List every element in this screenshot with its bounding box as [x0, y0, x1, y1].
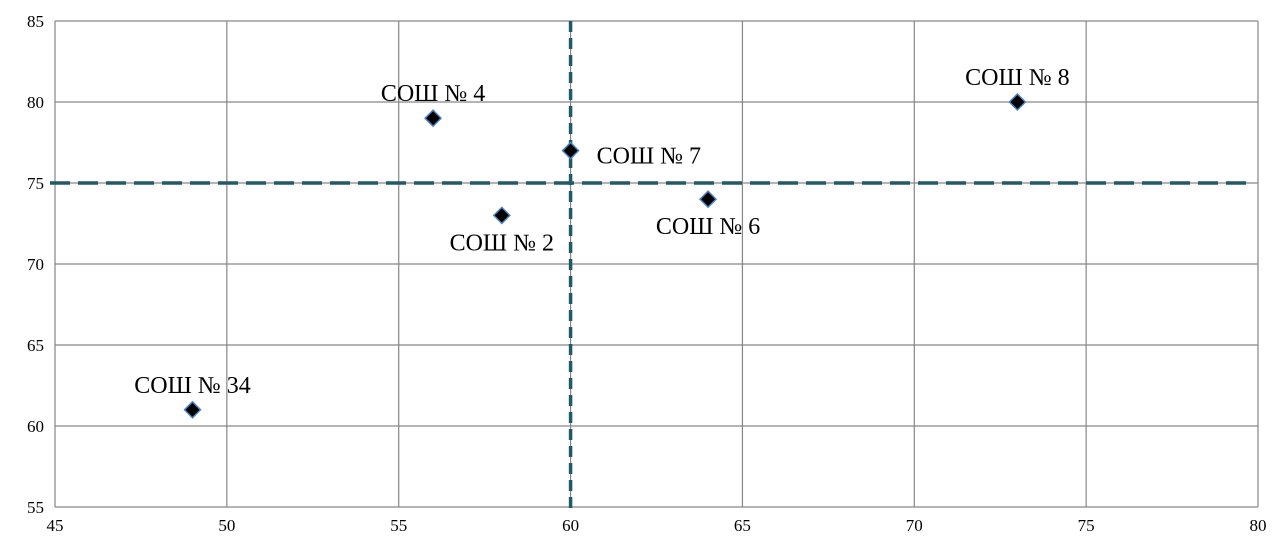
x-tick-label: 65	[734, 516, 751, 535]
data-point-label: СОШ № 4	[381, 81, 485, 107]
data-point-label: СОШ № 7	[597, 144, 701, 170]
data-point-marker	[424, 109, 443, 128]
data-point-label: СОШ № 34	[134, 373, 250, 399]
grid	[54, 20, 1259, 508]
point-labels: СОШ № 4 СОШ № 8 СОШ № 7 СОШ № 2 СОШ № 6 СОШ №…	[134, 65, 1069, 399]
x-tick-label: 50	[218, 516, 235, 535]
y-tick-label: 85	[27, 12, 44, 31]
data-point-marker	[698, 190, 718, 209]
data-point-marker	[183, 400, 202, 419]
y-tick-label: 55	[27, 498, 44, 517]
x-tick-label: 70	[906, 516, 923, 535]
y-tick-label: 60	[27, 417, 44, 436]
data-point-label: СОШ № 8	[965, 65, 1069, 91]
x-tick-label: 60	[562, 516, 579, 535]
axis-ticks: 45 50 55 60 65 70 75 80 55 60 65 70 75 80 85	[27, 12, 1267, 535]
y-tick-label: 70	[27, 255, 44, 274]
data-point-marker	[1008, 92, 1027, 112]
reference-lines	[50, 21, 1248, 510]
x-tick-label: 55	[390, 516, 407, 535]
x-tick-label: 80	[1250, 516, 1267, 535]
data-points	[183, 92, 1027, 419]
y-tick-label: 75	[27, 174, 44, 193]
data-point-label: СОШ № 2	[450, 230, 554, 256]
y-tick-label: 80	[27, 93, 44, 112]
data-point-marker	[492, 206, 511, 225]
x-tick-label: 45	[47, 516, 64, 535]
data-point-marker	[561, 141, 580, 160]
data-point-label: СОШ № 6	[656, 214, 760, 240]
y-tick-label: 65	[27, 336, 44, 355]
x-tick-label: 75	[1078, 516, 1095, 535]
